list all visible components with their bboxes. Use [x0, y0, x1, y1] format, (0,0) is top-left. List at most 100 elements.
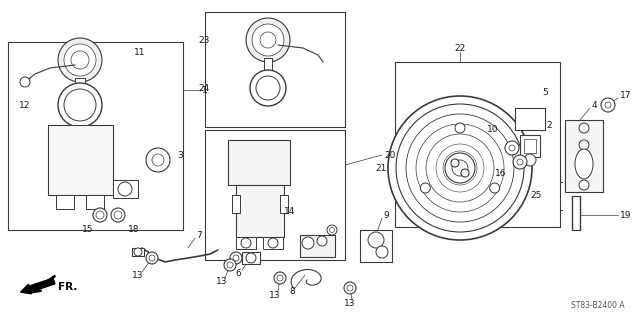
Text: 19: 19 — [620, 211, 631, 220]
Bar — [264, 58, 272, 70]
Bar — [205, 130, 345, 260]
Circle shape — [134, 248, 142, 256]
Text: 15: 15 — [82, 226, 94, 235]
Text: 20: 20 — [384, 150, 396, 159]
Bar — [236, 237, 256, 249]
Circle shape — [302, 237, 314, 249]
Bar — [228, 140, 290, 185]
Bar — [75, 78, 85, 88]
Text: 3: 3 — [177, 150, 183, 159]
Circle shape — [256, 76, 280, 100]
Circle shape — [490, 183, 499, 193]
Circle shape — [96, 211, 104, 219]
Circle shape — [268, 238, 278, 248]
Bar — [280, 195, 288, 213]
Circle shape — [260, 32, 276, 48]
Bar — [565, 120, 603, 192]
Circle shape — [344, 282, 356, 294]
Circle shape — [443, 151, 477, 185]
Text: 1: 1 — [202, 85, 208, 94]
Circle shape — [436, 144, 484, 192]
Circle shape — [451, 159, 459, 167]
Bar — [86, 195, 104, 209]
Bar — [520, 135, 540, 157]
Bar — [263, 237, 283, 249]
Circle shape — [114, 211, 122, 219]
Circle shape — [579, 140, 589, 150]
Circle shape — [252, 24, 284, 56]
Circle shape — [227, 262, 233, 268]
Circle shape — [277, 275, 283, 281]
Circle shape — [224, 259, 236, 271]
Circle shape — [452, 160, 468, 176]
Bar — [360, 230, 392, 262]
Circle shape — [329, 228, 334, 233]
Text: 22: 22 — [454, 44, 466, 52]
Text: 14: 14 — [283, 207, 295, 217]
Bar — [56, 195, 74, 209]
Bar — [132, 248, 144, 256]
Circle shape — [93, 208, 107, 222]
Text: 13: 13 — [216, 276, 228, 285]
Circle shape — [347, 285, 353, 291]
Circle shape — [20, 77, 30, 87]
Circle shape — [579, 163, 589, 173]
Circle shape — [601, 98, 615, 112]
Text: FR.: FR. — [58, 282, 77, 292]
Text: 5: 5 — [542, 87, 548, 97]
Text: 23: 23 — [199, 36, 210, 44]
Circle shape — [327, 225, 337, 235]
Circle shape — [420, 183, 431, 193]
Circle shape — [111, 208, 125, 222]
Circle shape — [524, 154, 536, 166]
Circle shape — [146, 252, 158, 264]
Text: 8: 8 — [289, 286, 295, 295]
FancyArrow shape — [20, 278, 55, 294]
Circle shape — [250, 70, 286, 106]
Circle shape — [605, 102, 611, 108]
Circle shape — [426, 134, 494, 202]
Circle shape — [64, 89, 96, 121]
Circle shape — [396, 104, 524, 232]
Circle shape — [388, 96, 532, 240]
Circle shape — [317, 236, 327, 246]
Text: 13: 13 — [132, 270, 144, 279]
Circle shape — [445, 153, 475, 183]
Bar — [232, 195, 240, 213]
Circle shape — [58, 38, 102, 82]
Text: 13: 13 — [344, 299, 355, 308]
Text: 11: 11 — [134, 47, 145, 57]
Text: 2: 2 — [546, 121, 552, 130]
Text: ST83-B2400 A: ST83-B2400 A — [571, 301, 625, 310]
Circle shape — [455, 123, 465, 133]
Bar — [300, 235, 335, 257]
Text: 25: 25 — [531, 190, 542, 199]
Bar — [236, 185, 284, 237]
Circle shape — [118, 182, 132, 196]
Bar — [8, 42, 183, 230]
Text: 17: 17 — [620, 91, 631, 100]
Text: 6: 6 — [235, 268, 241, 277]
Text: 10: 10 — [487, 124, 498, 133]
Bar — [113, 180, 138, 198]
Bar — [205, 12, 345, 127]
Circle shape — [152, 154, 164, 166]
Bar — [524, 139, 536, 153]
Circle shape — [376, 246, 388, 258]
Circle shape — [505, 141, 519, 155]
Bar — [395, 62, 560, 227]
Circle shape — [230, 252, 242, 264]
Text: 9: 9 — [383, 211, 389, 220]
Text: 24: 24 — [199, 84, 210, 92]
Text: 13: 13 — [269, 291, 281, 300]
Circle shape — [509, 145, 515, 151]
Circle shape — [517, 159, 523, 165]
Circle shape — [58, 83, 102, 127]
Circle shape — [149, 255, 155, 261]
Text: 7: 7 — [196, 230, 202, 239]
Circle shape — [71, 51, 89, 69]
Circle shape — [579, 180, 589, 190]
Bar — [242, 252, 260, 264]
Text: 18: 18 — [128, 226, 140, 235]
Circle shape — [146, 148, 170, 172]
